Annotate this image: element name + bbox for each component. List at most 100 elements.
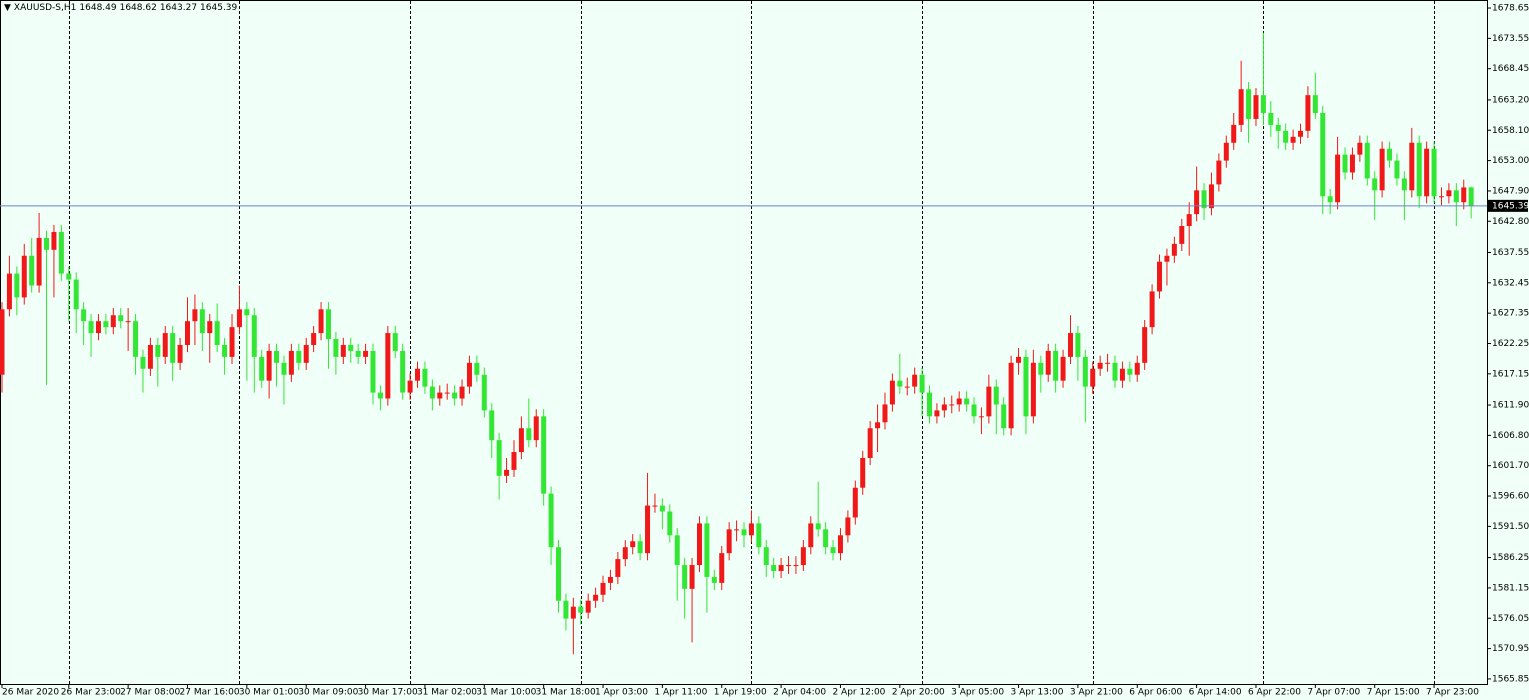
candle-body — [36, 237, 42, 286]
candle-body — [978, 416, 984, 418]
candle-body — [1164, 255, 1170, 262]
y-tick-label: 1601.70 — [1492, 461, 1529, 471]
candle-body — [667, 511, 673, 536]
candle-body — [214, 321, 220, 345]
candle-body — [771, 565, 777, 571]
x-tick-label: 2 Apr 12:00 — [832, 688, 885, 698]
candle-body — [355, 350, 361, 357]
candle-body — [1142, 327, 1148, 363]
candle-body — [66, 273, 72, 280]
y-tick-label: 1663.20 — [1492, 95, 1529, 105]
x-tick-label: 30 Mar 09:00 — [298, 688, 358, 698]
candle-body — [1275, 124, 1281, 131]
x-tick-label: 31 Mar 02:00 — [417, 688, 477, 698]
candle-body — [1067, 333, 1073, 357]
candle-body — [496, 440, 502, 476]
candle-body — [964, 398, 970, 405]
candle-body — [704, 523, 710, 577]
candle-body — [51, 231, 57, 250]
candle-body — [177, 344, 183, 363]
candle-body — [852, 487, 858, 518]
candle-body — [229, 327, 235, 357]
candle-body — [1268, 113, 1274, 125]
candle-body — [1461, 187, 1467, 203]
candle-body — [466, 362, 472, 387]
candle-body — [778, 565, 784, 571]
x-tick-label: 3 Apr 05:00 — [951, 688, 1004, 698]
candle-body — [1016, 356, 1022, 363]
candle-body — [392, 333, 398, 351]
y-tick-label: 1642.80 — [1492, 217, 1529, 227]
candle-body — [1409, 142, 1415, 191]
candle-body — [1468, 187, 1474, 206]
candle-body — [719, 553, 725, 583]
candle-body — [281, 362, 287, 375]
x-tick-label: 30 Mar 01:00 — [239, 688, 299, 698]
candle-body — [73, 279, 79, 310]
candle-body — [1387, 148, 1393, 161]
y-tick-label: 1647.90 — [1492, 186, 1529, 196]
candle-body — [941, 404, 947, 411]
candle-body — [481, 374, 487, 411]
x-tick-label: 27 Mar 08:00 — [120, 688, 180, 698]
candle-body — [1446, 190, 1452, 197]
candle-body — [377, 392, 383, 399]
candle-body — [325, 309, 331, 340]
candle-body — [1149, 291, 1155, 328]
candle-body — [437, 392, 443, 399]
dropdown-icon[interactable]: ▼ — [4, 3, 11, 13]
candle-body — [452, 392, 458, 399]
candle-body — [823, 529, 829, 548]
candle-body — [429, 386, 435, 399]
candle-body — [1186, 214, 1192, 227]
y-tick-label: 1637.55 — [1492, 248, 1529, 258]
x-tick-label: 6 Apr 14:00 — [1189, 688, 1242, 698]
candle-body — [912, 374, 918, 387]
candle-body — [971, 404, 977, 417]
candle-body — [607, 576, 613, 583]
x-tick-label: 27 Mar 16:00 — [180, 688, 240, 698]
candle-body — [207, 321, 213, 334]
candle-body — [162, 333, 168, 357]
candle-body — [1305, 95, 1311, 131]
candle-body — [674, 535, 680, 566]
candle-body — [1290, 136, 1296, 143]
y-tick-label: 1581.15 — [1492, 583, 1529, 593]
candle-body — [400, 350, 406, 393]
candle-body — [1379, 148, 1385, 191]
candle-body — [1327, 196, 1333, 203]
candle-body — [422, 368, 428, 387]
ohlc-open: 1648.49 — [79, 3, 117, 13]
candle-body — [867, 428, 873, 458]
candle-body — [1201, 190, 1207, 209]
candle-body — [1401, 178, 1407, 191]
candle-body — [88, 321, 94, 334]
y-tick-label: 1658.10 — [1492, 126, 1529, 136]
candle-body — [1216, 160, 1222, 185]
x-tick-label: 31 Mar 18:00 — [536, 688, 596, 698]
candle-body — [170, 333, 176, 363]
candle-body — [630, 541, 636, 548]
candle-body — [815, 523, 821, 530]
candle-body — [318, 309, 324, 334]
candle-body — [236, 309, 242, 328]
candle-body — [1075, 333, 1081, 357]
x-tick-label: 26 Mar 23:00 — [61, 688, 121, 698]
candle-body — [904, 386, 910, 388]
candle-body — [919, 374, 925, 393]
candle-body — [741, 529, 747, 536]
candle-body — [459, 386, 465, 399]
candle-body — [1105, 362, 1111, 364]
symbol: XAUUSD-S,H1 — [13, 3, 77, 13]
x-tick-label: 26 Mar 2020 — [2, 688, 59, 698]
candle-body — [1223, 142, 1229, 161]
candle-body — [199, 309, 205, 334]
candle-body — [1431, 148, 1437, 197]
candle-body — [29, 255, 35, 286]
ohlc-high: 1648.62 — [119, 3, 157, 13]
candle-body — [259, 356, 265, 381]
candle-body — [266, 350, 272, 381]
x-tick-label: 2 Apr 04:00 — [773, 688, 826, 698]
candle-body — [593, 594, 599, 601]
